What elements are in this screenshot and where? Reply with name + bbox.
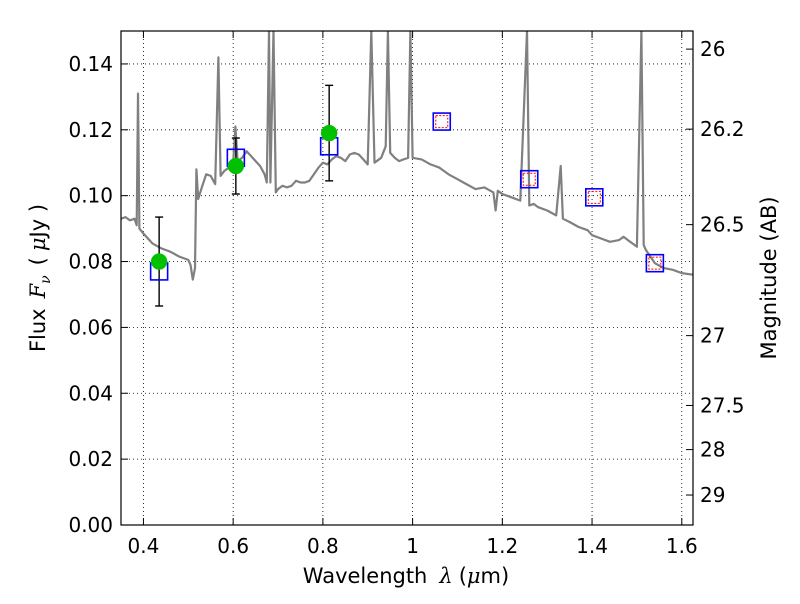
ticks: 0.4 0.6 0.8 1 1.2 1.4 1.6 0.00 0.02 0.04 0.06 0.08 0… bbox=[68, 31, 745, 558]
y-axis-label-unit-rest: Jy ) bbox=[26, 204, 50, 240]
model-photometry-marker bbox=[432, 112, 452, 131]
upper-limit-marker bbox=[522, 172, 536, 186]
y-tick-label: 0.00 bbox=[68, 513, 113, 537]
y2-tick-label: 29 bbox=[700, 483, 725, 507]
y-axis-label-unit-mu: μ bbox=[26, 237, 50, 251]
y2-axis-label: Magnitude (AB) bbox=[757, 196, 781, 359]
y2-tick-label: 27 bbox=[700, 324, 725, 348]
y-axis-label-unit-open: ( bbox=[26, 257, 50, 265]
model-photometry-marker bbox=[519, 169, 539, 189]
y-axis-label-prefix: Flux bbox=[26, 308, 50, 352]
y-tick-label: 0.04 bbox=[68, 381, 113, 405]
grid bbox=[121, 31, 693, 525]
x-tick-label: 0.4 bbox=[128, 534, 160, 558]
model-photometry-marker bbox=[585, 188, 604, 207]
plot-frame bbox=[120, 30, 694, 526]
x-axis-label-symbol: λ bbox=[438, 564, 452, 588]
model-photometry-marker bbox=[645, 253, 665, 273]
y2-tick-label: 26 bbox=[700, 37, 725, 61]
x-axis-label-unit-rest: m) bbox=[481, 564, 510, 588]
y2-tick-label: 26.5 bbox=[700, 213, 745, 237]
x-tick-label: 1.4 bbox=[576, 534, 608, 558]
observed-flux-marker bbox=[150, 253, 168, 270]
y-tick-label: 0.14 bbox=[68, 52, 113, 76]
observed-flux-marker bbox=[320, 124, 338, 142]
plot-area bbox=[121, 31, 693, 525]
y-tick-label: 0.10 bbox=[68, 184, 113, 208]
y-axis-label-subscript: ν bbox=[38, 275, 54, 284]
markers bbox=[149, 112, 665, 281]
x-axis-label: Wavelength λ (μm) bbox=[303, 564, 509, 588]
y2-tick-label: 28 bbox=[700, 438, 725, 462]
y-axis-label-symbol: F bbox=[26, 282, 50, 299]
y-tick-label: 0.12 bbox=[68, 118, 113, 142]
y-tick-label: 0.08 bbox=[68, 250, 113, 274]
x-tick-label: 0.8 bbox=[307, 534, 339, 558]
upper-limit-marker bbox=[587, 190, 601, 204]
upper-limit-marker bbox=[435, 115, 449, 129]
x-tick-label: 0.6 bbox=[217, 534, 249, 558]
y-tick-label: 0.06 bbox=[68, 315, 113, 339]
model-spectrum-line bbox=[121, 31, 693, 281]
x-tick-label: 1 bbox=[406, 534, 419, 558]
x-tick-label: 1.2 bbox=[486, 534, 518, 558]
y2-tick-label: 26.2 bbox=[700, 117, 745, 141]
upper-limit-marker bbox=[648, 256, 662, 270]
y-tick-label: 0.02 bbox=[68, 447, 113, 471]
x-axis-label-unit-mu: μ bbox=[467, 564, 481, 588]
y2-tick-label: 27.5 bbox=[700, 393, 745, 417]
x-tick-label: 1.6 bbox=[666, 534, 698, 558]
data-layer bbox=[121, 31, 693, 281]
x-axis-label-unit-open: ( bbox=[459, 564, 467, 588]
y-axis-label: Flux Fν ( μJy ) bbox=[26, 204, 54, 352]
observed-flux-marker bbox=[227, 157, 245, 175]
x-axis-label-prefix: Wavelength bbox=[303, 564, 428, 588]
